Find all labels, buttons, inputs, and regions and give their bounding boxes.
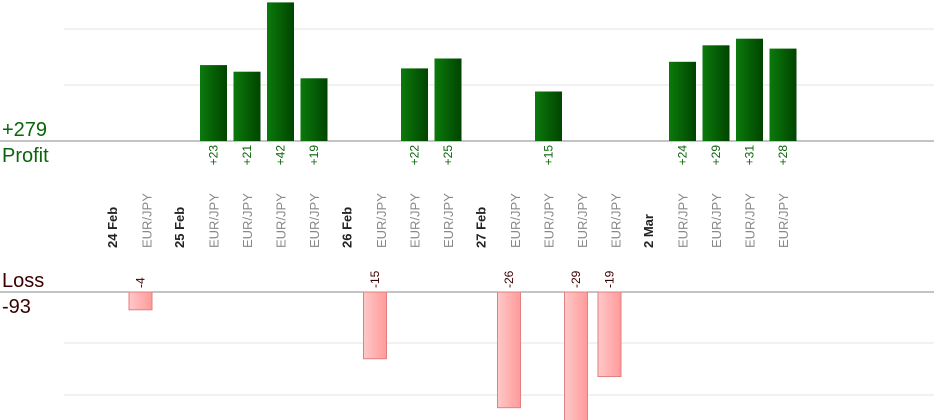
- loss-label: Loss: [2, 270, 45, 292]
- profit-bar[interactable]: [200, 65, 227, 141]
- bars: [128, 2, 797, 420]
- date-label: 24 Feb: [105, 207, 120, 248]
- pair-label: EUR/JPY: [140, 193, 155, 248]
- profit-bar[interactable]: [769, 48, 797, 141]
- profit-bar[interactable]: [736, 38, 763, 142]
- pair-label: EUR/JPY: [408, 193, 423, 248]
- pair-label: EUR/JPY: [776, 193, 791, 248]
- pair-label: EUR/JPY: [274, 193, 289, 248]
- pair-label: EUR/JPY: [508, 193, 523, 248]
- profit-bar[interactable]: [535, 91, 562, 142]
- labels: 24 Feb EUR/JPY -4 25 Feb EUR/JPY +23 EUR/JPY +2…: [105, 145, 791, 288]
- profit-label: Profit: [2, 145, 49, 167]
- value-label: +22: [408, 145, 422, 166]
- profit-bar[interactable]: [401, 68, 428, 141]
- pair-label: EUR/JPY: [709, 193, 724, 248]
- value-label: +25: [441, 145, 455, 166]
- value-label: +15: [542, 145, 556, 166]
- profit-bar[interactable]: [300, 78, 328, 141]
- loss-bar[interactable]: [597, 291, 622, 378]
- value-label: +19: [307, 145, 321, 166]
- value-label: +42: [274, 145, 288, 166]
- value-label: +29: [709, 145, 723, 166]
- date-label: 27 Feb: [474, 207, 489, 248]
- pair-label: EUR/JPY: [609, 193, 624, 248]
- pair-label: EUR/JPY: [307, 193, 322, 248]
- date-label: 2 Mar: [641, 214, 656, 248]
- value-label: -19: [603, 270, 617, 288]
- pair-label: EUR/JPY: [207, 193, 222, 248]
- value-label: +24: [676, 145, 690, 166]
- value-label: -15: [368, 270, 382, 288]
- pair-label: EUR/JPY: [374, 193, 389, 248]
- profit-bar[interactable]: [434, 58, 462, 142]
- profit-bar[interactable]: [702, 45, 730, 141]
- value-label: -29: [569, 270, 583, 288]
- profit-bar[interactable]: [267, 2, 294, 142]
- loss-bar[interactable]: [128, 291, 153, 311]
- pair-label: EUR/JPY: [575, 193, 590, 248]
- loss-bar[interactable]: [363, 291, 387, 360]
- loss-total: -93: [2, 296, 31, 318]
- loss-bar[interactable]: [497, 291, 521, 409]
- value-label: +21: [240, 145, 254, 166]
- pair-label: EUR/JPY: [542, 193, 557, 248]
- date-label: 26 Feb: [340, 207, 355, 248]
- value-label: +28: [776, 145, 790, 166]
- profit-bar[interactable]: [233, 71, 261, 141]
- value-label: +23: [207, 145, 221, 166]
- pair-label: EUR/JPY: [240, 193, 255, 248]
- profit-total: +279: [2, 119, 48, 141]
- value-label: -4: [134, 277, 148, 288]
- value-label: -26: [502, 270, 516, 288]
- pair-label: EUR/JPY: [743, 193, 758, 248]
- value-label: +31: [743, 145, 757, 166]
- pair-label: EUR/JPY: [441, 193, 456, 248]
- loss-bar[interactable]: [564, 291, 588, 420]
- pair-label: EUR/JPY: [676, 193, 691, 248]
- profit-bar[interactable]: [669, 61, 696, 141]
- date-label: 25 Feb: [172, 207, 187, 248]
